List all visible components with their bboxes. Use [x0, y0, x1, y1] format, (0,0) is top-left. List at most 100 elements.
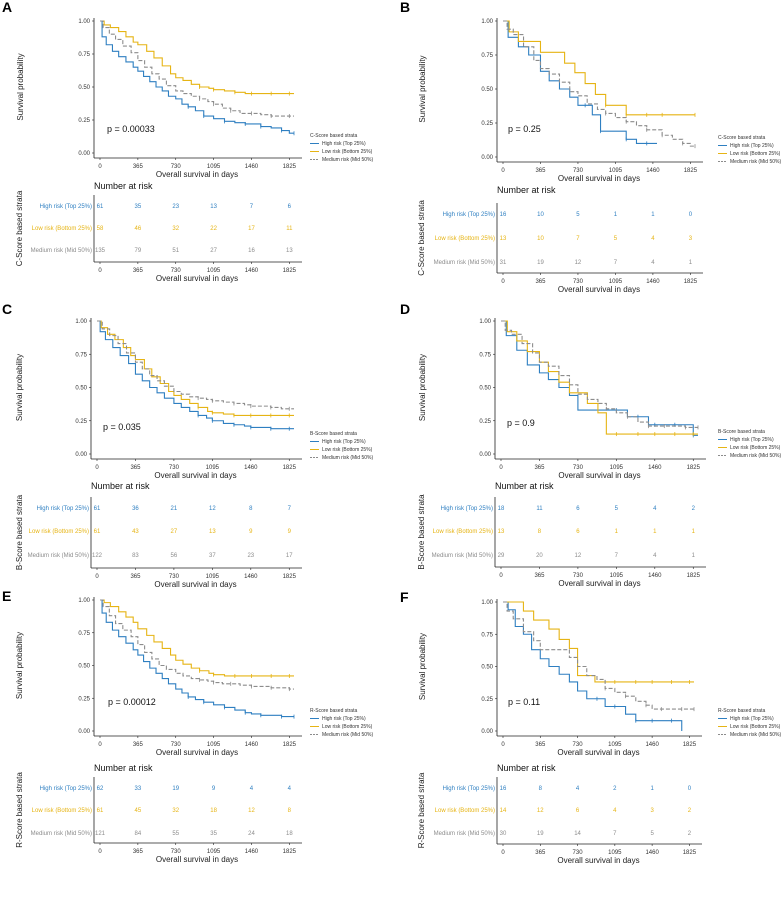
legend-title: R-Score based strata — [718, 708, 765, 714]
legend-entry: High risk (Top 25%) — [730, 143, 774, 149]
risk-count: 84 — [135, 831, 142, 837]
risk-count: 0 — [688, 786, 692, 792]
legend-title: B-Score based strata — [310, 431, 357, 437]
risk-strata-label: R-Score based strata — [417, 772, 426, 848]
risk-count: 3 — [689, 236, 693, 242]
legend-entry: High risk (Top 25%) — [322, 716, 366, 722]
x-tick-label: 1095 — [609, 168, 623, 174]
panel-label: A — [2, 0, 12, 15]
risk-x-tick-label: 0 — [95, 574, 99, 580]
risk-count: 16 — [248, 248, 255, 254]
risk-count: 11 — [536, 506, 543, 512]
risk-x-tick-label: 0 — [499, 573, 503, 579]
x-tick-label: 1095 — [610, 465, 624, 471]
risk-count: 61 — [94, 529, 101, 535]
risk-count: 13 — [210, 204, 217, 210]
x-tick-label: 365 — [534, 465, 545, 471]
risk-row-label: Low risk (Bottom 25%) — [435, 808, 495, 814]
panel-a: A 0.00 0.25 0.50 0.75 1.00 0 365 730 1095 1460 1825… — [2, 0, 373, 283]
risk-row-label: High risk (Top 25%) — [443, 212, 495, 218]
risk-x-axis-label: Overall survival in days — [557, 856, 639, 865]
legend-entry: Medium risk (Mid 50%) — [730, 159, 781, 165]
risk-count: 56 — [171, 553, 178, 559]
risk-count: 16 — [500, 786, 507, 792]
y-tick-label: 0.75 — [479, 352, 491, 358]
risk-count: 61 — [97, 808, 104, 814]
risk-x-tick-label: 1460 — [645, 850, 659, 856]
y-tick-label: 0.25 — [78, 696, 90, 702]
risk-count: 1 — [651, 212, 655, 218]
legend-entry: Medium risk (Mid 50%) — [322, 732, 373, 738]
y-tick-label: 1.00 — [481, 19, 493, 25]
risk-row-label: Low risk (Bottom 25%) — [32, 226, 92, 232]
risk-x-tick-label: 0 — [98, 268, 102, 274]
km-curve-low — [503, 601, 694, 683]
risk-count: 12 — [537, 808, 544, 814]
x-tick-label: 1460 — [646, 168, 660, 174]
risk-x-axis-label: Overall survival in days — [154, 580, 236, 589]
risk-table-title: Number at risk — [94, 181, 153, 191]
y-tick-label: 0.50 — [481, 665, 493, 671]
risk-count: 1 — [689, 260, 693, 266]
y-tick-label: 0.00 — [479, 452, 491, 458]
risk-count: 43 — [132, 529, 139, 535]
y-tick-label: 0.50 — [78, 664, 90, 670]
risk-count: 6 — [576, 529, 580, 535]
risk-count: 13 — [498, 529, 505, 535]
risk-count: 32 — [172, 226, 179, 232]
km-curve-low — [97, 320, 294, 416]
risk-count: 27 — [210, 248, 217, 254]
p-value: p = 0.11 — [508, 697, 540, 707]
legend-entry: High risk (Top 25%) — [322, 141, 366, 147]
y-tick-label: 0.75 — [481, 53, 493, 59]
risk-x-tick-label: 0 — [98, 849, 102, 855]
risk-x-tick-label: 1825 — [283, 574, 297, 580]
risk-row-label: Medium risk (Mid 50%) — [434, 260, 495, 266]
risk-count: 8 — [539, 786, 543, 792]
risk-x-tick-label: 1460 — [244, 574, 258, 580]
risk-count: 24 — [248, 831, 255, 837]
risk-x-tick-label: 730 — [171, 268, 182, 274]
risk-count: 61 — [97, 204, 104, 210]
x-axis-label: Overall survival in days — [156, 170, 238, 179]
risk-x-tick-label: 365 — [130, 574, 141, 580]
risk-count: 1 — [692, 529, 696, 535]
y-tick-label: 0.25 — [479, 419, 491, 425]
risk-count: 23 — [172, 204, 179, 210]
risk-row-label: High risk (Top 25%) — [40, 786, 92, 792]
risk-count: 9 — [212, 786, 216, 792]
x-tick-label: 0 — [98, 742, 102, 748]
km-curve-low — [503, 20, 695, 116]
legend-entry: Low risk (Bottom 25%) — [322, 149, 373, 155]
y-tick-label: 0.75 — [78, 52, 90, 58]
risk-x-tick-label: 730 — [171, 849, 182, 855]
risk-count: 6 — [576, 506, 580, 512]
risk-count: 8 — [249, 506, 253, 512]
y-axis-label: Survival probability — [418, 354, 427, 421]
risk-count: 6 — [288, 204, 292, 210]
risk-count: 23 — [247, 553, 254, 559]
risk-count: 17 — [286, 553, 293, 559]
km-curve-medium — [501, 320, 698, 428]
risk-count: 11 — [286, 226, 293, 232]
risk-count: 7 — [288, 506, 292, 512]
y-tick-label: 1.00 — [78, 19, 90, 25]
x-tick-label: 365 — [133, 742, 144, 748]
risk-count: 21 — [171, 506, 178, 512]
risk-count: 32 — [172, 808, 179, 814]
y-axis-label: Survival probability — [15, 632, 24, 699]
risk-count: 121 — [95, 831, 106, 837]
x-tick-label: 0 — [95, 465, 99, 471]
risk-count: 20 — [536, 553, 543, 559]
km-curve-medium — [97, 320, 294, 410]
risk-x-tick-label: 365 — [133, 849, 144, 855]
panel-d: D0.000.250.500.751.000 365 730 1095 1460 1825… — [400, 301, 781, 588]
x-tick-label: 365 — [133, 164, 144, 170]
risk-count: 5 — [614, 236, 618, 242]
x-tick-label: 730 — [573, 465, 584, 471]
risk-count: 1 — [615, 529, 619, 535]
y-tick-label: 0.75 — [78, 631, 90, 637]
y-tick-label: 0.25 — [78, 118, 90, 124]
x-tick-label: 730 — [573, 168, 584, 174]
risk-count: 14 — [500, 808, 507, 814]
